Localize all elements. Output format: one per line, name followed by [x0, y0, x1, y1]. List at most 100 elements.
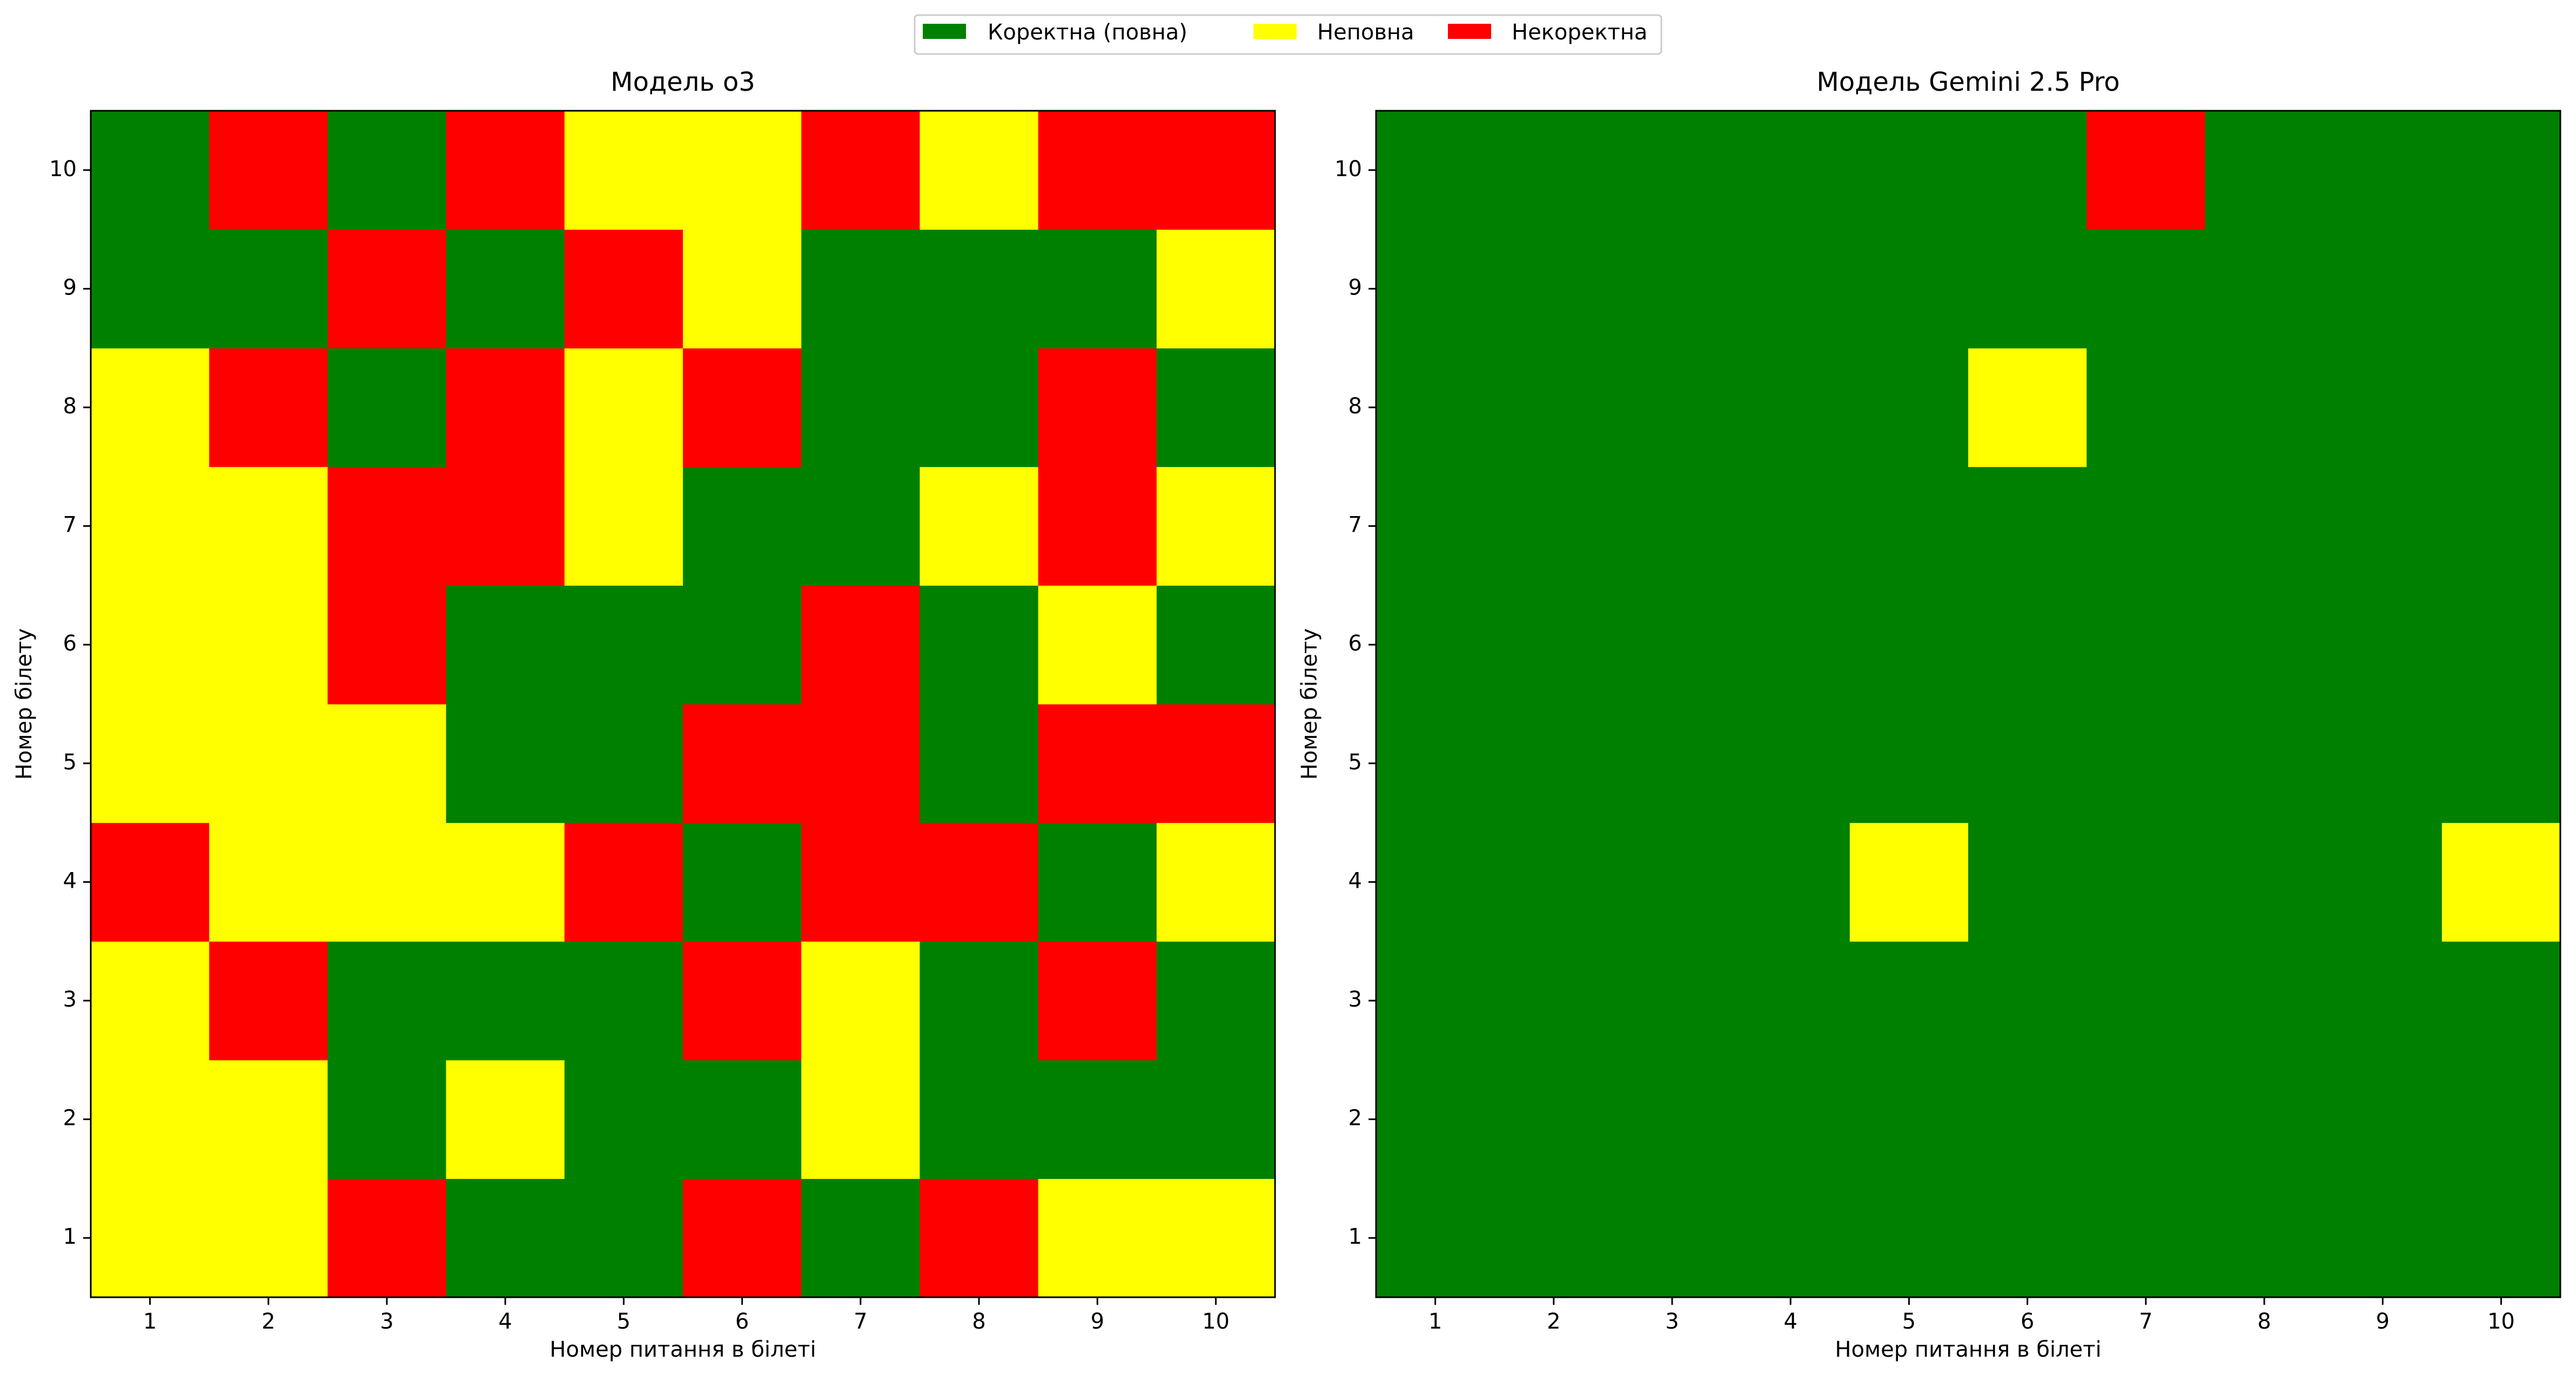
heatmap-cell-gemini-r9-c10 [2441, 229, 2561, 348]
y-tick-label-o3-3: 3 [63, 987, 77, 1012]
heatmap-cell-o3-r6-c3 [327, 585, 447, 705]
heatmap-cell-gemini-r2-c10 [2441, 1060, 2561, 1179]
heatmap-cell-o3-r6-c5 [564, 585, 683, 705]
heatmap-cell-gemini-r3-c10 [2441, 941, 2561, 1061]
x-tick-label-gemini-8: 8 [2257, 1309, 2271, 1334]
heatmap-cell-gemini-r7-c2 [1494, 466, 1613, 586]
heatmap-cell-o3-r5-c4 [446, 704, 565, 823]
heatmap-cell-gemini-r4-c4 [1731, 822, 1850, 942]
heatmap-cell-o3-r8-c5 [564, 348, 683, 467]
heatmap-cell-o3-r3-c2 [209, 941, 328, 1061]
y-ticks-o3: 1 2 3 4 5 6 7 8 9 10 [49, 157, 91, 1249]
heatmap-cell-gemini-r10-c3 [1613, 111, 1732, 230]
heatmap-cell-gemini-r3-c8 [2205, 941, 2324, 1061]
y-tick-label-o3-1: 1 [63, 1224, 77, 1249]
heatmap-cell-o3-r2-c2 [209, 1060, 328, 1179]
heatmap-cell-o3-r8-c2 [209, 348, 328, 467]
heatmap-cell-gemini-r1-c1 [1376, 1178, 1495, 1298]
heatmap-cell-o3-r6-c2 [209, 585, 328, 705]
y-tick-label-gemini-6: 6 [1349, 631, 1362, 656]
panel-title-gemini: Модель Gemini 2.5 Pro [1816, 67, 2119, 97]
heatmap-cell-gemini-r2-c5 [1849, 1060, 1969, 1179]
heatmap-cell-o3-r1-c1 [91, 1178, 210, 1298]
y-tick-label-o3-5: 5 [63, 750, 77, 775]
heatmap-cell-o3-r2-c9 [1038, 1060, 1157, 1179]
heatmap-cell-gemini-r9-c5 [1849, 229, 1969, 348]
y-tick-label-gemini-2: 2 [1349, 1106, 1362, 1131]
heatmap-cell-gemini-r6-c3 [1613, 585, 1732, 705]
heatmap-cell-gemini-r1-c8 [2205, 1178, 2324, 1298]
heatmap-cell-o3-r4-c8 [920, 822, 1039, 942]
heatmap-cell-o3-r4-c10 [1156, 822, 1276, 942]
heatmap-cell-gemini-r7-c10 [2441, 466, 2561, 586]
heatmap-cell-o3-r9-c8 [920, 229, 1039, 348]
heatmap-cell-gemini-r8-c1 [1376, 348, 1495, 467]
heatmap-cell-gemini-r5-c6 [1968, 704, 2087, 823]
heatmap-cell-o3-r10-c4 [446, 111, 565, 230]
heatmap-cell-o3-r9-c10 [1156, 229, 1276, 348]
heatmap-cell-o3-r2-c3 [327, 1060, 447, 1179]
heatmap-cell-gemini-r5-c3 [1613, 704, 1732, 823]
x-tick-label-o3-7: 7 [854, 1309, 867, 1334]
x-tick-label-gemini-9: 9 [2376, 1309, 2389, 1334]
heatmap-cell-o3-r10-c9 [1038, 111, 1157, 230]
heatmap-cell-gemini-r10-c2 [1494, 111, 1613, 230]
x-tick-label-o3-10: 10 [1202, 1309, 1230, 1334]
heatmap-cell-gemini-r3-c3 [1613, 941, 1732, 1061]
heatmap-cell-gemini-r7-c5 [1849, 466, 1969, 586]
heatmap-cell-o3-r1-c3 [327, 1178, 447, 1298]
heatmap-cell-o3-r5-c5 [564, 704, 683, 823]
y-tick-label-o3-7: 7 [63, 513, 77, 538]
heatmap-cell-o3-r4-c4 [446, 822, 565, 942]
heatmap-cell-gemini-r3-c5 [1849, 941, 1969, 1061]
y-tick-label-gemini-10: 10 [1334, 157, 1362, 182]
heatmap-cell-gemini-r4-c8 [2205, 822, 2324, 942]
x-tick-label-gemini-7: 7 [2139, 1309, 2152, 1334]
plot-frame-o3 [90, 110, 1276, 1298]
heatmap-cell-o3-r6-c4 [446, 585, 565, 705]
heatmap-cell-gemini-r10-c10 [2441, 111, 2561, 230]
heatmap-cell-gemini-r6-c4 [1731, 585, 1850, 705]
heatmap-cell-o3-r6-c10 [1156, 585, 1276, 705]
heatmap-cell-o3-r4-c7 [801, 822, 920, 942]
y-tick-label-o3-4: 4 [63, 868, 77, 893]
y-tick-label-gemini-1: 1 [1349, 1224, 1362, 1249]
heatmap-cell-o3-r3-c10 [1156, 941, 1276, 1061]
heatmap-cell-o3-r6-c1 [91, 585, 210, 705]
heatmap-cell-o3-r2-c10 [1156, 1060, 1276, 1179]
heatmap-cell-gemini-r7-c3 [1613, 466, 1732, 586]
y-tick-label-gemini-9: 9 [1349, 275, 1362, 300]
heatmap-cell-gemini-r10-c1 [1376, 111, 1495, 230]
heatmap-cell-o3-r3-c3 [327, 941, 447, 1061]
heatmap-cell-gemini-r8-c8 [2205, 348, 2324, 467]
legend-label-correct: Коректна (повна) [988, 20, 1188, 45]
heatmap-cell-gemini-r1-c5 [1849, 1178, 1969, 1298]
heatmap-cell-gemini-r3-c1 [1376, 941, 1495, 1061]
plot-frame-gemini [1375, 110, 2561, 1298]
heatmap-cell-o3-r3-c8 [920, 941, 1039, 1061]
heatmap-cell-o3-r9-c9 [1038, 229, 1157, 348]
heatmap-cell-o3-r1-c10 [1156, 1178, 1276, 1298]
heatmap-cell-o3-r8-c1 [91, 348, 210, 467]
panel-title-o3: Модель o3 [611, 67, 755, 97]
x-tick-label-o3-9: 9 [1090, 1309, 1104, 1334]
heatmap-cell-gemini-r8-c4 [1731, 348, 1850, 467]
heatmap-cell-gemini-r8-c2 [1494, 348, 1613, 467]
heatmap-cell-gemini-r8-c9 [2323, 348, 2443, 467]
heatmap-cell-o3-r5-c2 [209, 704, 328, 823]
heatmap-cell-gemini-r3-c9 [2323, 941, 2443, 1061]
legend-swatch-incorrect [1448, 24, 1491, 39]
x-ticks-o3: 1 2 3 4 5 6 7 8 9 10 [143, 1297, 1230, 1334]
heatmap-cell-gemini-r9-c7 [2087, 229, 2205, 348]
heatmap-cell-o3-r10-c3 [327, 111, 447, 230]
x-tick-label-o3-4: 4 [498, 1309, 512, 1334]
heatmap-cell-gemini-r9-c1 [1376, 229, 1495, 348]
heatmap-cell-gemini-r7-c9 [2323, 466, 2443, 586]
heatmap-cell-gemini-r8-c10 [2441, 348, 2561, 467]
heatmap-cell-o3-r8-c10 [1156, 348, 1276, 467]
heatmap-cell-gemini-r7-c1 [1376, 466, 1495, 586]
heatmap-cell-gemini-r8-c6 [1968, 348, 2087, 467]
heatmap-cell-o3-r7-c1 [91, 466, 210, 586]
heatmap-cell-o3-r10-c7 [801, 111, 920, 230]
